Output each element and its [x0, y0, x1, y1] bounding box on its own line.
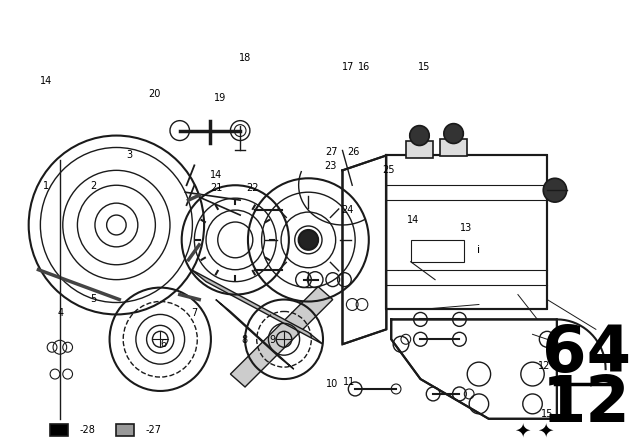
Text: 19: 19 [214, 94, 226, 103]
Polygon shape [216, 300, 294, 369]
Text: 2: 2 [91, 181, 97, 191]
Polygon shape [230, 287, 333, 387]
Text: 9: 9 [269, 335, 276, 345]
Text: 17: 17 [342, 62, 355, 72]
Text: 12: 12 [541, 373, 630, 435]
Text: 7: 7 [191, 308, 198, 318]
Text: -28: -28 [79, 425, 95, 435]
Text: 14: 14 [407, 215, 419, 224]
Text: 20: 20 [148, 89, 161, 99]
Text: 25: 25 [382, 165, 394, 175]
Bar [406, 141, 433, 159]
Text: 13: 13 [460, 224, 472, 233]
Text: 12: 12 [538, 362, 550, 371]
Polygon shape [391, 319, 557, 419]
Text: 24: 24 [341, 205, 354, 215]
Text: 1: 1 [44, 181, 49, 191]
Bar [50, 424, 68, 435]
Bar [440, 138, 467, 156]
Polygon shape [342, 155, 387, 344]
Circle shape [444, 124, 463, 143]
Text: -27: -27 [146, 425, 162, 435]
Text: 23: 23 [324, 161, 337, 171]
Text: 8: 8 [241, 335, 248, 345]
Text: 16: 16 [358, 62, 371, 72]
Text: 6: 6 [161, 339, 166, 349]
Text: 18: 18 [239, 53, 251, 63]
Text: ✦: ✦ [537, 421, 554, 440]
Bar [116, 424, 134, 435]
Text: 10: 10 [326, 379, 338, 389]
Text: 27: 27 [326, 147, 338, 157]
Circle shape [299, 230, 318, 250]
Circle shape [410, 125, 429, 146]
Text: 64: 64 [541, 323, 630, 385]
Polygon shape [191, 270, 323, 344]
Text: 5: 5 [91, 294, 97, 304]
Text: 15: 15 [418, 62, 431, 72]
Text: ✦: ✦ [515, 421, 531, 440]
Text: 15: 15 [541, 409, 554, 419]
Text: 21: 21 [211, 183, 223, 194]
Bar [411, 240, 464, 262]
Text: 11: 11 [343, 377, 356, 387]
Text: 14: 14 [211, 170, 223, 180]
Polygon shape [387, 155, 547, 310]
Text: i: i [477, 245, 481, 255]
Text: 26: 26 [348, 147, 360, 157]
Text: 4: 4 [58, 308, 64, 318]
Circle shape [543, 178, 566, 202]
Text: 14: 14 [40, 76, 52, 86]
Text: 3: 3 [126, 150, 132, 160]
Text: 22: 22 [246, 183, 259, 194]
